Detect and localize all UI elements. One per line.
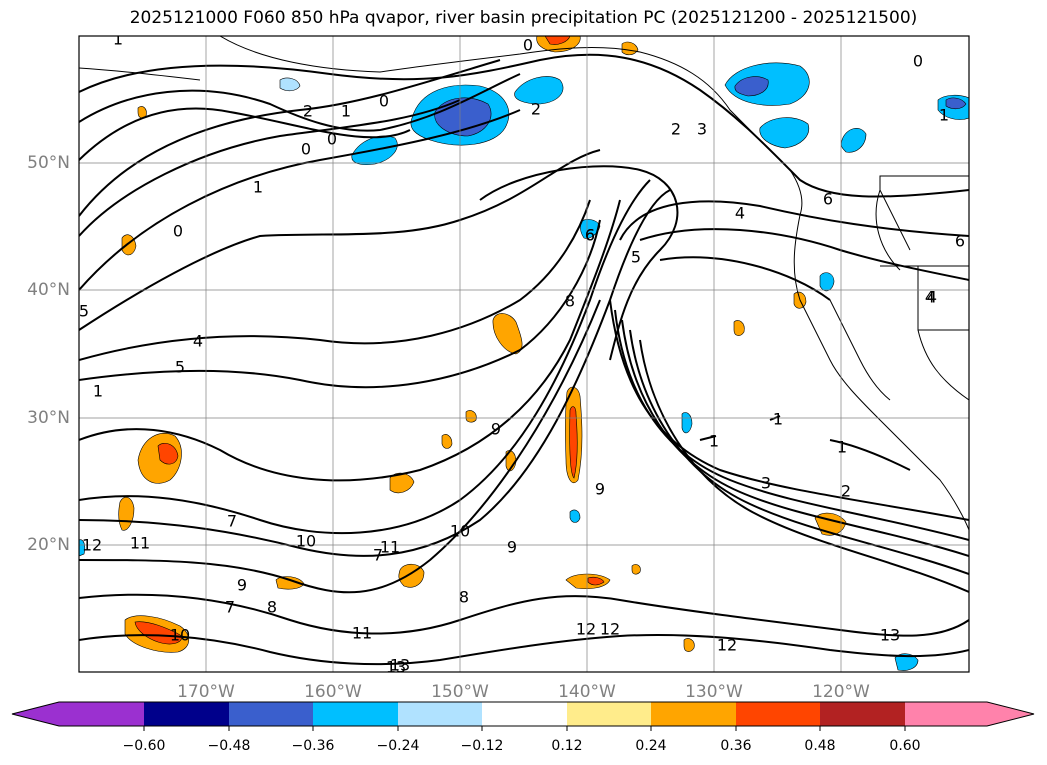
- colorbar-segment: [567, 702, 651, 726]
- coastlines: [79, 36, 969, 531]
- contour-label: 11: [130, 534, 150, 553]
- colorbar-segment: [482, 702, 567, 726]
- lon-label-130w: 130°W: [685, 682, 743, 702]
- map-area: 1 2 1 0 0 1 0 2 3 0 0 4 5 4 5 6 7 8 9 10…: [79, 30, 969, 677]
- contour-label: 4: [927, 288, 937, 307]
- colorbar-tick-label: −0.24: [377, 738, 420, 754]
- contour-label: 1: [93, 382, 103, 401]
- colorbar-tick-label: −0.12: [461, 738, 504, 754]
- colorbar-segment: [398, 702, 482, 726]
- contour-label: 1: [773, 410, 783, 429]
- contour-label: 11: [380, 538, 400, 557]
- contour-label: 1: [253, 178, 263, 197]
- contour-label: 0: [523, 36, 533, 55]
- contour-label: 12: [600, 620, 620, 639]
- map-title: 2025121000 F060 850 hPa qvapor, river ba…: [129, 8, 918, 28]
- lon-label-120w: 120°W: [812, 682, 870, 702]
- contour-label: 11: [352, 624, 372, 643]
- precip-shading: [79, 36, 969, 671]
- lon-label-140w: 140°W: [558, 682, 616, 702]
- contour-label: 6: [955, 232, 965, 251]
- colorbar-outline: [11, 701, 1035, 727]
- contour-label: 3: [761, 474, 771, 493]
- contour-label: 4: [925, 288, 935, 307]
- map-frame: [78, 35, 970, 673]
- lat-label-50n: 50°N: [27, 153, 70, 173]
- contour-label: 13: [390, 656, 410, 675]
- lon-label-160w: 160°W: [304, 682, 362, 702]
- contour-label: 9: [491, 420, 501, 439]
- colorbar-segment: [313, 702, 398, 726]
- colorbar-segment: [736, 702, 820, 726]
- colorbar-tick-label: 0.12: [551, 738, 582, 754]
- contour-label: 8: [565, 292, 575, 311]
- contour-label: 9: [507, 538, 517, 557]
- contour-label: 8: [459, 588, 469, 607]
- map-gridlines: [79, 36, 969, 672]
- colorbar-segment: [987, 702, 1034, 726]
- contour-label: 9: [595, 480, 605, 499]
- contour-label: 6: [585, 226, 595, 245]
- colorbar-tick-label: 0.60: [889, 738, 920, 754]
- contour-label: 12: [717, 636, 737, 655]
- longitude-labels: 170°W 160°W 150°W 140°W 130°W 120°W: [177, 682, 870, 702]
- colorbar-tick-label: −0.36: [292, 738, 335, 754]
- contour-label: 5: [175, 358, 185, 377]
- contour-label: 5: [631, 248, 641, 267]
- colorbar-segment: [59, 702, 144, 726]
- contour-label: 3: [697, 120, 707, 139]
- lon-label-170w: 170°W: [177, 682, 235, 702]
- colorbar-segment: [144, 702, 229, 726]
- colorbar-segment: [651, 702, 736, 726]
- lat-label-20n: 20°N: [27, 535, 70, 555]
- contour-label: 0: [913, 52, 923, 71]
- contour-label: 4: [193, 332, 203, 351]
- colorbar: −0.60 −0.48 −0.36 −0.24 −0.12 0.12 0.24 …: [11, 701, 1035, 754]
- lat-label-30n: 30°N: [27, 408, 70, 428]
- contour-label: 10: [450, 522, 470, 541]
- contour-label: 1: [341, 102, 351, 121]
- contour-labels: 1 2 1 0 0 1 0 2 3 0 0 4 5 4 5 6 7 8 9 10…: [79, 30, 965, 677]
- colorbar-tick-label: −0.48: [208, 738, 251, 754]
- contour-label: 6: [585, 226, 595, 245]
- colorbar-segment: [820, 702, 905, 726]
- colorbar-tick-label: 0.48: [804, 738, 835, 754]
- contour-label: 7: [225, 598, 235, 617]
- contour-label: 8: [267, 598, 277, 617]
- contour-label: 7: [227, 512, 237, 531]
- contour-label: 2: [531, 100, 541, 119]
- colorbar-segment: [229, 702, 313, 726]
- contour-label: 6: [823, 190, 833, 209]
- contour-label: 13: [880, 626, 900, 645]
- colorbar-segment: [12, 702, 59, 726]
- contour-label: 9: [237, 576, 247, 595]
- contour-label: 0: [301, 140, 311, 159]
- lat-label-40n: 40°N: [27, 280, 70, 300]
- contour-label: 1: [939, 106, 949, 125]
- contour-label: 0: [327, 130, 337, 149]
- colorbar-segment: [905, 702, 987, 726]
- latitude-labels: 50°N 40°N 30°N 20°N: [27, 153, 70, 555]
- colorbar-tick-label: 0.36: [720, 738, 751, 754]
- contour-label: 13: [386, 658, 406, 677]
- contour-label: 1: [837, 438, 847, 457]
- contour-label: 4: [735, 204, 745, 223]
- colorbar-tick-label: −0.60: [123, 738, 166, 754]
- contour-label: 12: [82, 536, 102, 555]
- contour-label: 0: [173, 222, 183, 241]
- contour-label: 5: [79, 302, 89, 321]
- lon-label-150w: 150°W: [431, 682, 489, 702]
- contour-label: 0: [379, 92, 389, 111]
- contour-label: 10: [296, 532, 316, 551]
- contour-label: 10: [170, 626, 190, 645]
- contour-label: 7: [373, 546, 383, 565]
- contour-label: 2: [671, 120, 681, 139]
- contour-label: 12: [576, 620, 596, 639]
- contour-label: 1: [113, 30, 123, 49]
- contour-label: 1: [709, 432, 719, 451]
- colorbar-tick-label: 0.24: [635, 738, 666, 754]
- contour-label: 2: [303, 102, 313, 121]
- contour-label: 2: [841, 482, 851, 501]
